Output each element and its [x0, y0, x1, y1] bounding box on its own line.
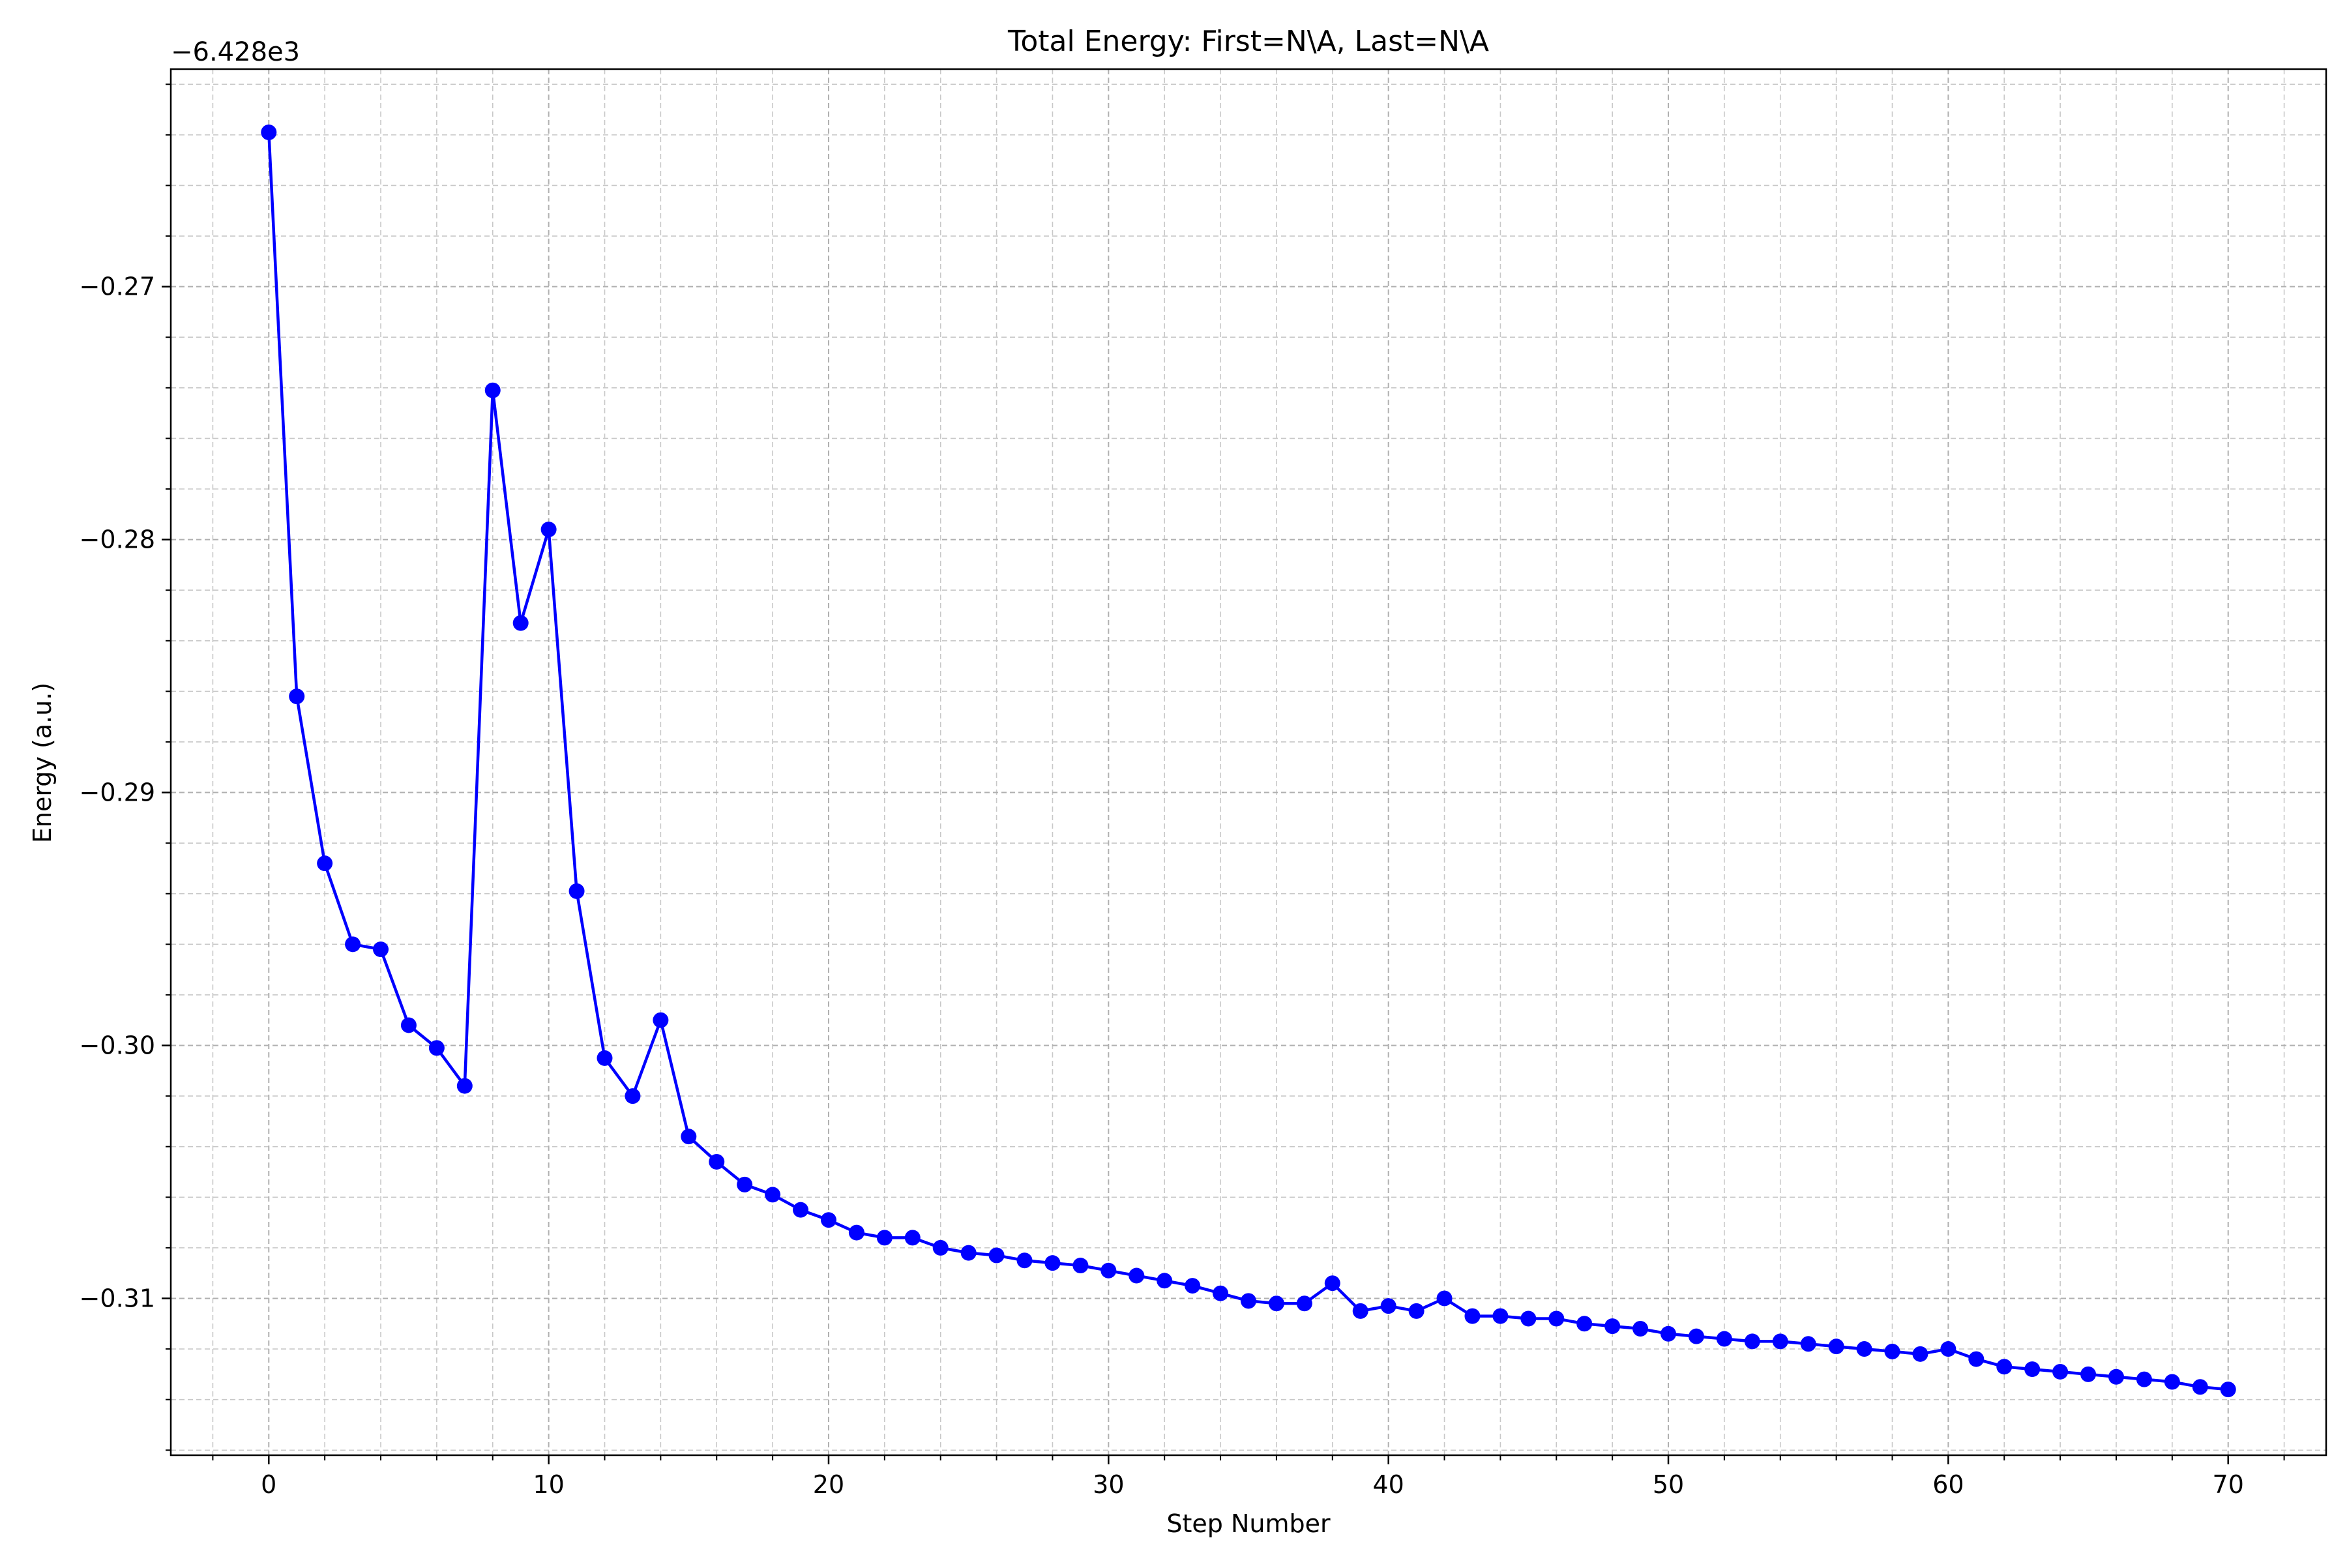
x-tick-label: 70 [2213, 1470, 2244, 1499]
data-point [1352, 1303, 1368, 1319]
data-point [1576, 1316, 1593, 1332]
data-point [1940, 1341, 1956, 1357]
x-tick-label: 60 [1932, 1470, 1964, 1499]
data-point [1520, 1310, 1537, 1327]
data-point [1072, 1258, 1089, 1274]
plot-frame [170, 68, 2327, 1457]
data-point [1856, 1341, 1872, 1357]
data-point [1996, 1359, 2013, 1375]
series-line-group [261, 124, 2236, 1398]
data-point [1213, 1285, 1229, 1301]
data-point [2108, 1368, 2124, 1385]
data-point [1185, 1278, 1201, 1294]
minor-gridlines [171, 69, 2326, 1455]
data-point [540, 522, 557, 538]
data-point [1324, 1275, 1340, 1292]
data-point [1016, 1252, 1033, 1269]
y-tick-label: −0.30 [80, 1031, 155, 1060]
data-point [1912, 1346, 1928, 1362]
y-axis-label: Energy (a.u.) [28, 683, 57, 843]
data-point [793, 1202, 809, 1218]
data-point [1661, 1325, 1677, 1342]
data-point [709, 1153, 725, 1170]
y-tick-label: −0.29 [80, 778, 155, 807]
data-point [625, 1088, 641, 1104]
data-point [2136, 1371, 2152, 1387]
data-point [512, 615, 529, 631]
data-point [848, 1224, 864, 1241]
data-point [1772, 1333, 1788, 1350]
data-point [1548, 1310, 1565, 1327]
x-axis-label: Step Number [1166, 1509, 1331, 1538]
data-point [1968, 1351, 1985, 1367]
data-point [317, 855, 333, 872]
data-point [373, 941, 389, 958]
data-point [960, 1245, 977, 1261]
y-tick-label: −0.28 [80, 525, 155, 554]
y-axis-ticks: −0.27 −0.28 −0.29 −0.30 −0.31 [80, 83, 171, 1451]
data-point [1241, 1293, 1256, 1309]
data-point [428, 1040, 445, 1056]
x-tick-label: 0 [261, 1470, 276, 1499]
y-tick-label: −0.31 [80, 1284, 155, 1312]
chart-title: Total Energy: First=N\A, Last=N\A [1007, 25, 1489, 58]
data-point [1884, 1343, 1900, 1359]
data-point [400, 1017, 417, 1033]
data-point [1688, 1328, 1704, 1344]
data-point [1044, 1255, 1061, 1271]
x-tick-label: 10 [533, 1470, 564, 1499]
data-point [681, 1129, 697, 1145]
data-point [2164, 1374, 2180, 1390]
data-point [1800, 1336, 1816, 1352]
data-point [2024, 1361, 2041, 1378]
data-point [1380, 1298, 1396, 1314]
data-point [1408, 1303, 1424, 1319]
data-point [1100, 1262, 1117, 1279]
data-point [1436, 1290, 1453, 1307]
data-point [876, 1230, 893, 1246]
y-tick-label: −0.27 [80, 273, 155, 301]
data-point [1268, 1295, 1284, 1312]
data-point [1129, 1267, 1145, 1284]
data-point [1828, 1339, 1844, 1355]
data-point [1604, 1318, 1621, 1335]
data-point [820, 1212, 836, 1228]
data-point [904, 1230, 921, 1246]
data-point [1744, 1333, 1760, 1350]
data-point [2220, 1382, 2236, 1398]
y-axis-offset-label: −6.428e3 [171, 37, 300, 67]
data-point [2080, 1366, 2097, 1382]
data-point [456, 1078, 473, 1094]
data-point [568, 883, 585, 899]
data-point [2192, 1379, 2208, 1395]
data-point [2052, 1363, 2069, 1380]
data-point [1157, 1273, 1173, 1289]
data-point [597, 1050, 613, 1066]
data-point [653, 1012, 669, 1028]
data-point [261, 124, 277, 140]
data-point [932, 1239, 949, 1256]
data-point [765, 1187, 781, 1203]
data-point [1632, 1321, 1649, 1337]
data-point [289, 688, 305, 705]
data-point [345, 936, 361, 953]
x-axis-ticks: 0 10 20 30 40 50 60 70 [212, 1455, 2285, 1499]
x-tick-label: 20 [813, 1470, 844, 1499]
data-point [1716, 1331, 1732, 1347]
data-point [1492, 1308, 1509, 1324]
data-point [484, 382, 501, 398]
x-tick-label: 50 [1653, 1470, 1684, 1499]
data-point [1464, 1308, 1481, 1324]
x-tick-label: 30 [1093, 1470, 1124, 1499]
x-tick-label: 40 [1372, 1470, 1404, 1499]
major-gridlines [171, 69, 2326, 1455]
data-point [1296, 1295, 1312, 1312]
data-point [988, 1247, 1005, 1264]
data-point [737, 1176, 753, 1192]
